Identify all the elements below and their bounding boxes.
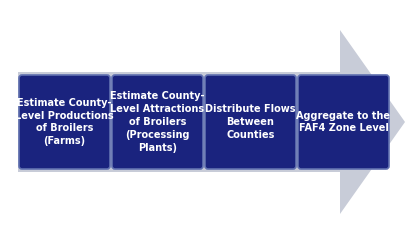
Text: Aggregate to the
FAF4 Zone Level: Aggregate to the FAF4 Zone Level — [297, 111, 391, 133]
FancyBboxPatch shape — [298, 75, 389, 169]
Text: Estimate County-
Level Productions
of Broilers
(Farms): Estimate County- Level Productions of Br… — [15, 98, 114, 146]
Text: Distribute Flows
Between
Counties: Distribute Flows Between Counties — [205, 104, 296, 140]
FancyBboxPatch shape — [112, 75, 203, 169]
FancyBboxPatch shape — [19, 75, 110, 169]
Text: Estimate County-
Level Attractions
of Broilers
(Processing
Plants): Estimate County- Level Attractions of Br… — [110, 92, 205, 152]
Polygon shape — [18, 30, 405, 214]
FancyBboxPatch shape — [205, 75, 296, 169]
